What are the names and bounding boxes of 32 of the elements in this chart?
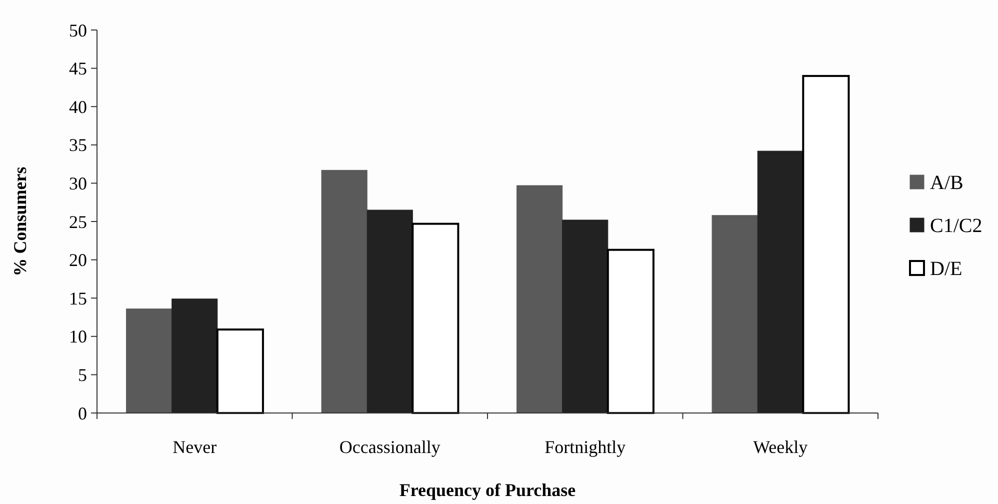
bar <box>366 210 413 414</box>
y-tick-label: 20 <box>69 250 87 270</box>
y-tick-label: 35 <box>69 135 87 156</box>
y-tick-label: 0 <box>78 403 87 424</box>
legend-label: A/B <box>930 172 964 194</box>
bar <box>216 328 264 414</box>
x-tick-label: Fortnightly <box>544 437 626 457</box>
bar <box>172 298 218 414</box>
bar <box>412 222 460 414</box>
y-tick-label: 50 <box>69 20 87 40</box>
bar <box>757 150 804 414</box>
y-tick-label: 40 <box>69 96 87 117</box>
bar <box>606 248 654 414</box>
x-axis-title: Frequency of Purchase <box>399 480 576 500</box>
y-tick-label: 45 <box>69 58 87 79</box>
y-tick-label: 10 <box>69 326 87 347</box>
x-tick-label: Occassionally <box>339 437 440 457</box>
y-tick-label: 30 <box>69 174 87 194</box>
y-tick-label: 15 <box>69 288 87 308</box>
bar <box>126 308 172 414</box>
x-tick-label: Weekly <box>753 437 808 457</box>
legend-label: C1/C2 <box>930 215 982 237</box>
bar <box>562 220 608 414</box>
y-axis-title: % Consumers <box>10 166 30 276</box>
y-tick-label: 5 <box>78 365 87 385</box>
x-tick-label: Never <box>172 437 217 457</box>
y-tick-label: 25 <box>69 212 87 232</box>
bar <box>321 170 368 414</box>
legend-label: D/E <box>930 258 962 280</box>
bar <box>516 185 563 414</box>
bar <box>802 74 850 414</box>
bar <box>712 215 758 414</box>
